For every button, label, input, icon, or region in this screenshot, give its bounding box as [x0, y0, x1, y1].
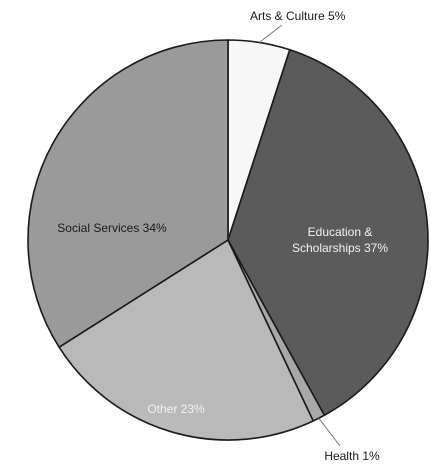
slice-label-education-scholarships: Education & Scholarships 37%	[292, 225, 388, 255]
slice-label-arts-culture: Arts & Culture 5%	[250, 9, 346, 23]
leader-lines	[258, 24, 341, 447]
leader-line-health	[318, 417, 341, 447]
slice-label-other: Other 23%	[147, 402, 205, 416]
pie-slice-other	[58, 238, 315, 441]
slice-labels: Arts & Culture 5% Education & Scholarships…	[57, 9, 388, 463]
leader-line-arts-culture	[258, 24, 283, 43]
pie-slices	[27, 39, 429, 441]
slice-label-social-services: Social Services 34%	[57, 221, 167, 235]
pie-slice-education-scholarships	[227, 48, 429, 417]
slice-label-health: Health 1%	[324, 449, 380, 463]
pie-slice-social-services	[27, 39, 229, 349]
